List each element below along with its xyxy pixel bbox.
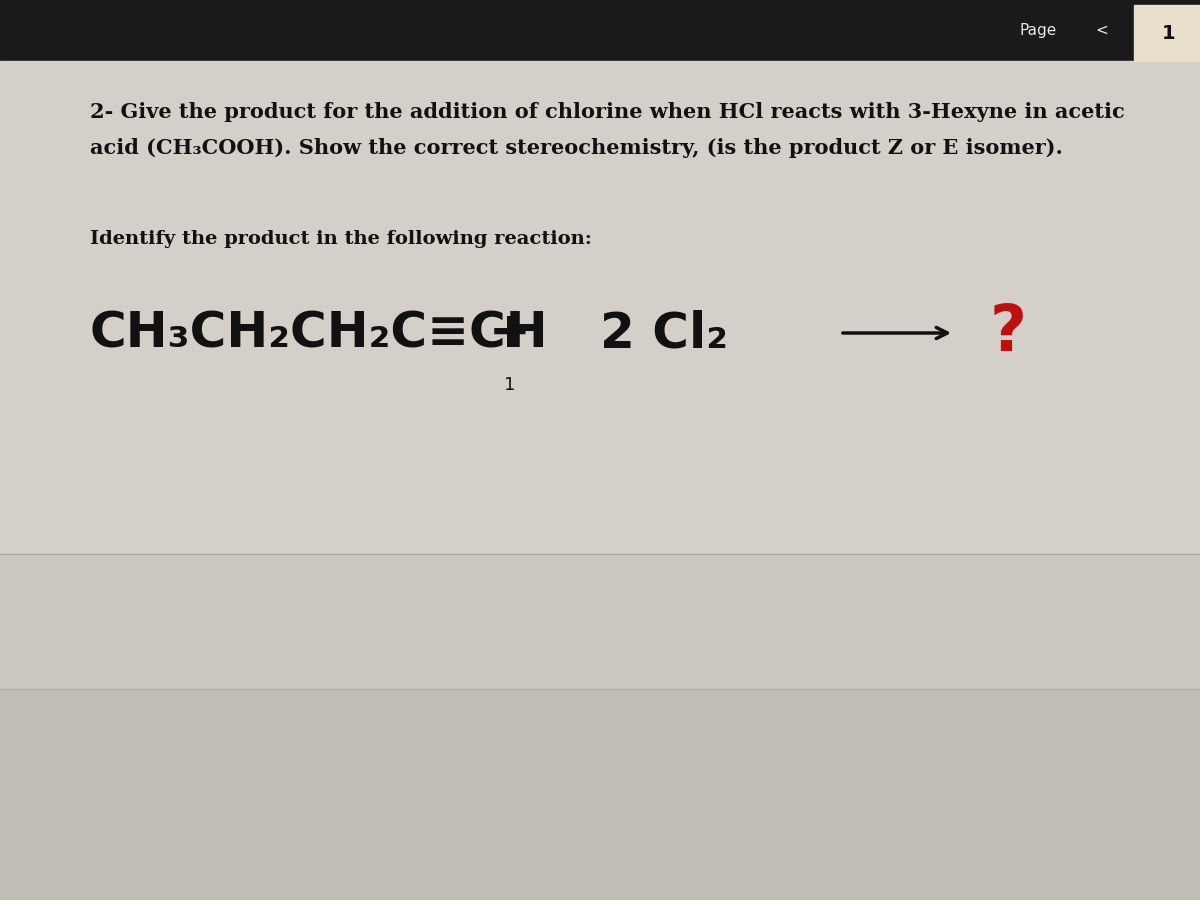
Bar bbox=[1134, 5, 1200, 61]
Text: acid (CH₃COOH). Show the correct stereochemistry, (is the product Z or E isomer): acid (CH₃COOH). Show the correct stereoc… bbox=[90, 139, 1063, 158]
Text: <: < bbox=[1096, 23, 1108, 38]
Bar bbox=[0, 554, 1200, 688]
Bar bbox=[0, 61, 1200, 554]
Text: CH₃CH₂CH₂C≡CH: CH₃CH₂CH₂C≡CH bbox=[90, 309, 548, 357]
Bar bbox=[0, 0, 1200, 61]
Text: +: + bbox=[490, 309, 530, 357]
Text: Identify the product in the following reaction:: Identify the product in the following re… bbox=[90, 230, 592, 248]
Text: 2 Cl₂: 2 Cl₂ bbox=[600, 309, 728, 357]
Text: ?: ? bbox=[990, 302, 1026, 364]
Text: 2- Give the product for the addition of chlorine when HCl reacts with 3-Hexyne i: 2- Give the product for the addition of … bbox=[90, 103, 1124, 122]
Text: 1: 1 bbox=[504, 376, 516, 394]
Bar bbox=[0, 688, 1200, 900]
Text: 1: 1 bbox=[1162, 23, 1176, 43]
Text: Page: Page bbox=[1019, 23, 1057, 38]
